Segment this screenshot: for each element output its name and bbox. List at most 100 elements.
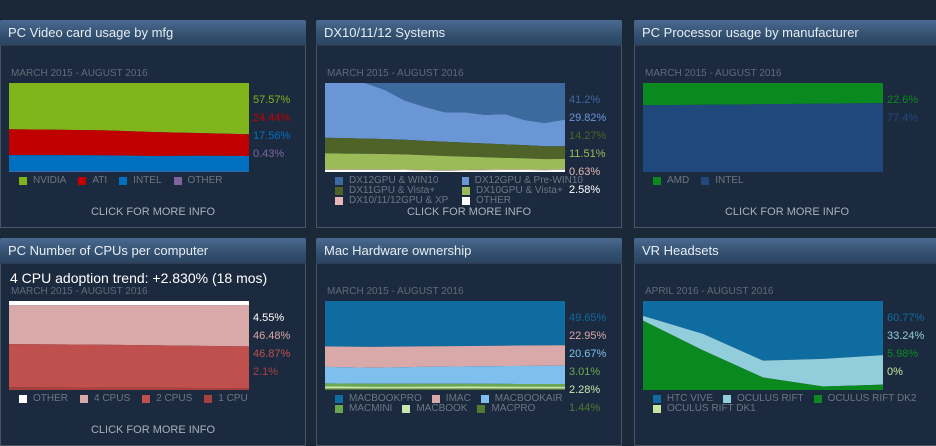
more-info-link[interactable]: CLICK FOR MORE INFO bbox=[90, 206, 216, 218]
legend-item: DX12GPU & Pre-WIN10 bbox=[462, 176, 583, 186]
value-label: 2.58% bbox=[569, 184, 601, 196]
legend: OTHER 4 CPUS 2 CPUS 1 CPU bbox=[19, 394, 260, 404]
value-label: 3.01% bbox=[569, 366, 601, 378]
area-htc-vive bbox=[643, 301, 883, 361]
area-intel bbox=[643, 103, 883, 172]
legend-item: OTHER bbox=[173, 176, 223, 186]
legend-swatch bbox=[119, 177, 128, 185]
value-label: 14.27% bbox=[569, 130, 607, 142]
value-label: 5.98% bbox=[887, 348, 919, 360]
stacked-area-chart bbox=[9, 301, 249, 390]
more-info-link[interactable]: CLICK FOR MORE INFO bbox=[724, 206, 850, 218]
panel-title: PC Number of CPUs per computer bbox=[0, 238, 306, 263]
legend-item: OCULUS RIFT DK1 bbox=[653, 404, 756, 414]
legend-label: DX10/11/12GPU & XP bbox=[349, 195, 449, 206]
legend-item: OTHER bbox=[462, 196, 583, 206]
legend-swatch bbox=[723, 395, 731, 403]
legend-label: 2 CPUS bbox=[156, 393, 193, 404]
area-amd bbox=[643, 83, 883, 106]
area-1-cpu bbox=[9, 387, 249, 390]
legend-label: MACPRO bbox=[491, 403, 536, 414]
legend-label: MACMINI bbox=[349, 403, 393, 414]
area-nvidia bbox=[9, 83, 249, 135]
panel-title: Mac Hardware ownership bbox=[316, 238, 622, 263]
legend-swatch bbox=[462, 197, 470, 205]
legend: MACBOOKPRO IMAC MACBOOKAIR MACMINI MACBOOK MA… bbox=[335, 394, 621, 414]
value-label: 24.44% bbox=[253, 112, 291, 124]
legend-swatch bbox=[335, 197, 343, 205]
panel-body[interactable]: MARCH 2015 - AUGUST 2016 49.65% 22.95% 20.6… bbox=[316, 263, 622, 446]
legend-label: HTC VIVE bbox=[666, 393, 713, 404]
date-range: MARCH 2015 - AUGUST 2016 bbox=[11, 286, 148, 297]
area-dx10gpu-vista- bbox=[325, 153, 565, 171]
value-label: 1.44% bbox=[569, 402, 601, 414]
legend-label: 4 CPUS bbox=[94, 393, 131, 404]
panel-body[interactable]: MARCH 2015 - AUGUST 2016 41.2% 29.82% 14.27… bbox=[316, 45, 622, 228]
panel-title: PC Video card usage by mfg bbox=[0, 20, 306, 45]
more-info-link[interactable]: CLICK FOR MORE INFO bbox=[90, 424, 216, 436]
legend-label: OCULUS RIFT DK1 bbox=[667, 403, 756, 414]
legend-swatch bbox=[653, 395, 661, 403]
legend-item: MACPRO bbox=[477, 404, 535, 414]
legend-item: DX10GPU & Vista+ bbox=[462, 186, 583, 196]
legend-item: ATI bbox=[78, 176, 107, 186]
legend-label: OTHER bbox=[476, 195, 511, 206]
legend-swatch bbox=[477, 405, 486, 413]
legend-swatch bbox=[462, 187, 470, 195]
value-label: 29.82% bbox=[569, 112, 607, 124]
value-label: 11.51% bbox=[569, 148, 606, 160]
area-macmini bbox=[325, 383, 565, 387]
legend-item: OTHER bbox=[19, 394, 68, 404]
date-range: MARCH 2015 - AUGUST 2016 bbox=[11, 68, 148, 79]
value-label: 60.77% bbox=[887, 312, 925, 324]
area-dx10-11-12gpu-xp bbox=[325, 169, 565, 171]
legend-swatch bbox=[813, 395, 822, 403]
legend-label: INTEL bbox=[715, 175, 744, 186]
legend-item: MACBOOKAIR bbox=[480, 393, 563, 404]
legend-swatch bbox=[78, 177, 87, 185]
value-label: 2.1% bbox=[253, 366, 279, 378]
value-labels: 41.2% 29.82% 14.27% 11.51% 0.63% 2.58% bbox=[569, 91, 606, 199]
legend-swatch bbox=[431, 395, 440, 403]
area-dx11gpu-vista- bbox=[325, 137, 565, 160]
panel-ncpu: PC Number of CPUs per computer 4 CPU adop… bbox=[0, 238, 306, 446]
legend-swatch bbox=[335, 405, 343, 413]
legend-item: DX10/11/12GPU & XP bbox=[335, 196, 456, 206]
panel-body[interactable]: APRIL 2016 - AUGUST 2016 60.77% 33.24% 5.98… bbox=[634, 263, 936, 446]
legend-swatch bbox=[204, 395, 213, 403]
legend-item: 4 CPUS bbox=[80, 394, 130, 404]
legend-item: MACMINI bbox=[335, 404, 392, 414]
legend-item: DX11GPU & Vista+ bbox=[335, 186, 456, 196]
stacked-area-chart bbox=[9, 83, 249, 172]
value-label: 46.87% bbox=[253, 348, 291, 360]
panel-body[interactable]: MARCH 2015 - AUGUST 2016 22.6% 77.4% AMD INT… bbox=[634, 45, 936, 228]
legend-label: MACBOOKPRO bbox=[349, 393, 422, 404]
legend-swatch bbox=[402, 405, 411, 413]
value-label: 77.4% bbox=[887, 112, 919, 124]
panel-body[interactable]: 4 CPU adoption trend: +2.830% (18 mos) MA… bbox=[0, 263, 306, 446]
stacked-area-chart bbox=[643, 301, 883, 390]
legend-swatch bbox=[80, 395, 88, 403]
value-label: 20.67% bbox=[569, 348, 607, 360]
area-macbookair bbox=[325, 365, 565, 385]
legend-label: 1 CPU bbox=[218, 393, 248, 404]
area-intel bbox=[9, 155, 249, 172]
legend-item: 2 CPUS bbox=[142, 394, 192, 404]
value-label: 0.63% bbox=[569, 166, 601, 178]
area-dx12gpu-pre-win10 bbox=[325, 83, 565, 147]
date-range: MARCH 2015 - AUGUST 2016 bbox=[327, 286, 464, 297]
legend-item: MACBOOK bbox=[402, 404, 467, 414]
value-label: 2.28% bbox=[569, 384, 601, 396]
legend-label: DX10GPU & Vista+ bbox=[476, 185, 563, 196]
area-macbookpro bbox=[325, 301, 565, 347]
value-label: 17.56% bbox=[253, 130, 291, 142]
legend-item: HTC VIVE bbox=[653, 394, 713, 404]
panel-title: VR Headsets bbox=[634, 238, 936, 263]
panel-body[interactable]: MARCH 2015 - AUGUST 2016 57.57% 24.44% 17.5… bbox=[0, 45, 306, 228]
legend-label: MACBOOKAIR bbox=[494, 393, 563, 404]
legend-label: MACBOOK bbox=[416, 403, 468, 414]
more-info-link[interactable]: CLICK FOR MORE INFO bbox=[406, 206, 532, 218]
stacked-area-chart bbox=[643, 83, 883, 172]
legend: NVIDIA ATI INTEL OTHER bbox=[19, 176, 235, 186]
area-macbook bbox=[325, 386, 565, 389]
